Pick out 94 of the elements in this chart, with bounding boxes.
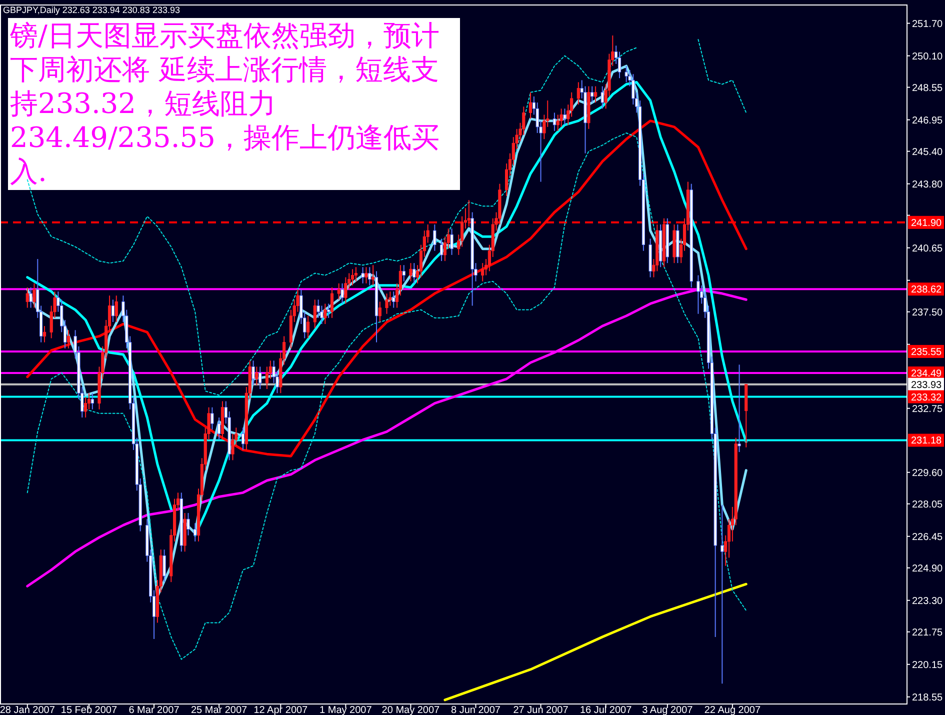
candlestick bbox=[552, 112, 556, 132]
x-tick-label: 27 Jun 2007 bbox=[513, 705, 569, 715]
candlestick bbox=[385, 293, 388, 314]
candlestick bbox=[111, 299, 114, 322]
x-tick-label: 25 Mar 2007 bbox=[190, 705, 248, 715]
candlestick bbox=[26, 286, 29, 308]
candlestick bbox=[252, 360, 255, 386]
y-tick-label: 250.10 bbox=[912, 51, 944, 62]
x-tick-label: 8 Jun 2007 bbox=[450, 705, 501, 715]
candlestick bbox=[738, 364, 741, 453]
y-tick-label: 224.90 bbox=[912, 563, 944, 574]
candlestick bbox=[696, 274, 700, 314]
candlestick bbox=[576, 82, 580, 106]
candlestick bbox=[337, 282, 340, 300]
candlestick bbox=[354, 266, 358, 282]
y-tick-label: 220.15 bbox=[912, 660, 944, 671]
candlestick bbox=[624, 65, 628, 83]
x-tick-label: 3 Aug 2007 bbox=[642, 705, 694, 715]
x-tick-label: 20 May 2007 bbox=[382, 705, 440, 715]
ref-line-label: 238.62 bbox=[911, 284, 942, 296]
candlestick bbox=[66, 330, 70, 349]
y-tick-label: 245.40 bbox=[912, 146, 944, 158]
candlestick bbox=[114, 295, 118, 322]
candlestick bbox=[350, 268, 354, 286]
candlestick bbox=[29, 286, 32, 308]
candlestick bbox=[42, 326, 46, 343]
y-tick-label: 218.55 bbox=[912, 692, 944, 704]
candlestick bbox=[392, 291, 396, 308]
candlestick bbox=[368, 266, 372, 286]
candlestick bbox=[467, 200, 470, 227]
candlestick bbox=[450, 228, 454, 256]
x-tick-label: 22 Aug 2007 bbox=[704, 705, 761, 715]
candlestick bbox=[590, 86, 594, 104]
y-tick-label: 246.95 bbox=[912, 115, 944, 126]
y-tick-label: 229.60 bbox=[912, 468, 944, 479]
x-tick-label: 28 Jan 2007 bbox=[0, 705, 56, 715]
candlestick bbox=[186, 512, 190, 536]
ref-line-label: 241.90 bbox=[911, 218, 942, 229]
ref-line-label: 231.18 bbox=[911, 436, 942, 447]
candlestick bbox=[364, 266, 368, 284]
candlestick bbox=[563, 108, 566, 126]
x-tick-label: 16 Jul 2007 bbox=[580, 705, 632, 715]
candlestick bbox=[162, 549, 166, 583]
y-tick-label: 221.75 bbox=[912, 627, 944, 638]
candlestick bbox=[241, 427, 245, 451]
candlestick bbox=[378, 301, 382, 322]
ref-line-label: 235.55 bbox=[911, 346, 942, 358]
candlestick bbox=[433, 224, 436, 252]
x-tick-label: 12 Apr 2007 bbox=[254, 705, 308, 715]
candlestick bbox=[327, 303, 330, 318]
candlestick bbox=[84, 396, 88, 418]
candlestick bbox=[440, 238, 444, 262]
candlestick bbox=[210, 406, 214, 430]
x-tick-label: 15 Feb 2007 bbox=[60, 705, 118, 715]
y-tick-label: 251.70 bbox=[912, 18, 944, 30]
ref-line-label: 233.32 bbox=[911, 392, 942, 404]
candlestick bbox=[218, 416, 221, 440]
x-tick-label: 1 May 2007 bbox=[320, 705, 372, 715]
candlestick bbox=[720, 504, 724, 684]
y-tick-label: 228.05 bbox=[912, 499, 944, 510]
candlestick bbox=[528, 92, 532, 120]
line-series bbox=[444, 582, 748, 702]
candlestick bbox=[255, 366, 258, 386]
candlestick bbox=[340, 282, 344, 304]
candlestick bbox=[361, 266, 364, 284]
y-tick-label: 243.80 bbox=[912, 179, 944, 190]
candlestick bbox=[258, 366, 262, 390]
candlestick bbox=[32, 282, 36, 308]
candlestick bbox=[306, 315, 310, 339]
y-tick-label: 232.75 bbox=[912, 404, 944, 415]
ref-line-label: 234.49 bbox=[911, 368, 942, 380]
candlestick bbox=[594, 86, 598, 104]
candlestick bbox=[372, 264, 375, 286]
candlestick bbox=[560, 108, 563, 128]
annotation: 镑/日天图显示买盘依然强劲，预计下周初还将 延续上涨行情，短线支持233.32，短线阻力234.49/235.55，操作上仍逢低买入. bbox=[10, 19, 460, 189]
candlestick bbox=[90, 392, 94, 410]
chart-title: GBPJPY,Daily 232.63 233.94 230.83 233.93 bbox=[3, 5, 180, 15]
candlestick bbox=[313, 299, 316, 329]
candlestick bbox=[409, 262, 412, 282]
candlestick bbox=[412, 262, 416, 284]
candlestick bbox=[600, 86, 604, 110]
y-tick-label: 226.45 bbox=[912, 532, 944, 543]
x-tick-label: 6 Mar 2007 bbox=[128, 705, 180, 715]
candlestick bbox=[324, 303, 327, 325]
candlestick bbox=[402, 264, 406, 282]
candlestick bbox=[481, 262, 484, 282]
candlestick bbox=[194, 522, 197, 542]
y-tick-label: 223.30 bbox=[912, 596, 944, 607]
candlestick bbox=[344, 276, 348, 304]
ref-line-label: 233.93 bbox=[911, 380, 942, 391]
y-tick-label: 240.65 bbox=[912, 243, 944, 254]
y-tick-label: 248.55 bbox=[912, 82, 944, 94]
candlestick bbox=[330, 286, 334, 318]
y-tick-label: 237.50 bbox=[912, 307, 944, 318]
